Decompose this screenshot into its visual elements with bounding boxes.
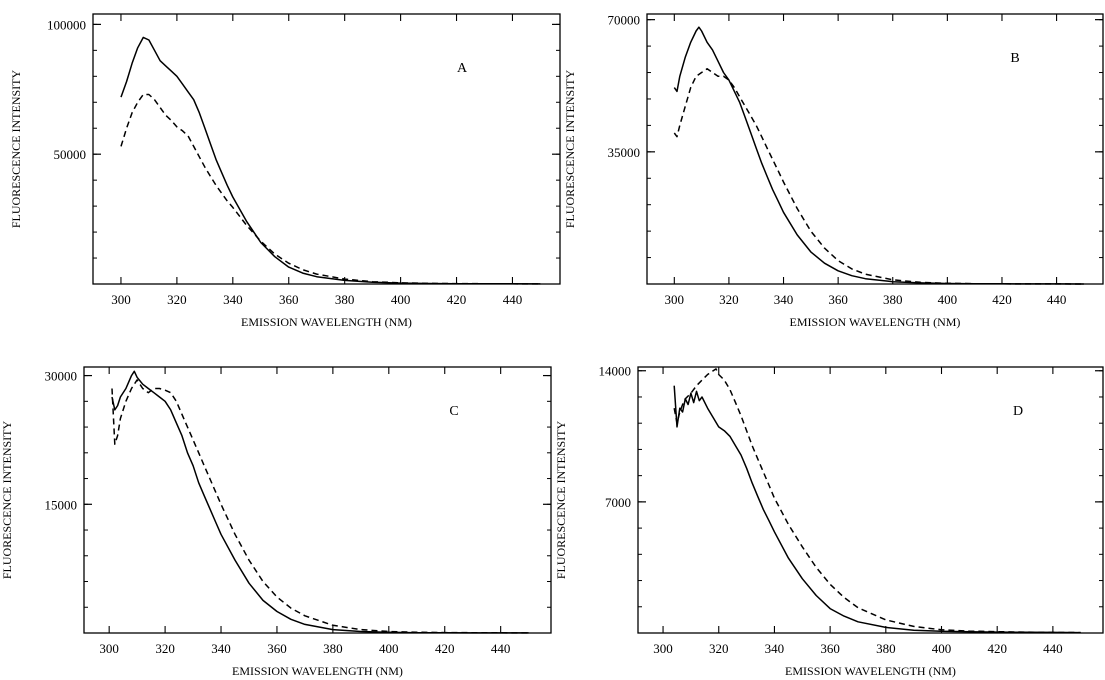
x-tick-label: 420 (992, 292, 1012, 307)
panel-b: 300 320 340 360 380 400 420 440 35000 70000 EMISSI… (563, 13, 1104, 329)
panel-a: 300 320 340 360 380 400 420 440 50000 100000 EMISS… (9, 13, 561, 329)
panel-letter-b: B (1010, 51, 1019, 66)
x-tick-label: 440 (1043, 641, 1063, 656)
x-tick-label: 320 (719, 292, 739, 307)
y-tick-label: 100000 (47, 17, 86, 32)
x-tick-label: 420 (987, 641, 1007, 656)
series-line-solid (673, 385, 1081, 634)
y-tick-label: 30000 (45, 369, 78, 384)
x-tick-label: 360 (820, 641, 840, 656)
panel-letter-a: A (457, 61, 468, 76)
x-tick-label: 380 (323, 641, 343, 656)
x-tick-label: 300 (111, 292, 131, 307)
series-line-dashed (111, 379, 529, 634)
x-axis-title: EMISSION WAVELENGTH (NM) (232, 664, 403, 678)
y-tick-label: 14000 (599, 364, 632, 379)
x-tick-label: 320 (155, 641, 175, 656)
x-tick-label: 380 (876, 641, 896, 656)
x-tick-label: 340 (211, 641, 231, 656)
y-tick-label: 15000 (45, 497, 78, 512)
plot-frame (83, 366, 552, 634)
x-tick-label: 320 (709, 641, 729, 656)
x-tick-label: 400 (391, 292, 411, 307)
y-tick-label: 50000 (54, 147, 87, 162)
x-axis-title: EMISSION WAVELENGTH (NM) (785, 664, 956, 678)
series-line-solid (673, 26, 1084, 285)
series-line-solid (120, 36, 541, 285)
x-tick-label: 380 (335, 292, 355, 307)
x-tick-label: 420 (435, 641, 455, 656)
y-axis-title: FLUORESCENCE INTENSITY (554, 421, 568, 580)
series-line-dashed (120, 93, 541, 285)
x-tick-label: 300 (653, 641, 673, 656)
x-tick-label: 400 (932, 641, 952, 656)
x-tick-label: 400 (379, 641, 399, 656)
x-tick-label: 380 (883, 292, 903, 307)
y-tick-label: 70000 (608, 13, 641, 28)
x-tick-label: 440 (491, 641, 511, 656)
x-tick-label: 340 (774, 292, 794, 307)
x-tick-label: 360 (828, 292, 848, 307)
x-tick-label: 420 (447, 292, 467, 307)
y-axis-title: FLUORESCENCE INTENSITY (9, 70, 23, 229)
y-axis-title: FLUORESCENCE INTENSITY (563, 70, 577, 229)
x-axis-title: EMISSION WAVELENGTH (NM) (790, 315, 961, 329)
y-tick-label: 7000 (605, 495, 631, 510)
plot-frame (637, 366, 1104, 634)
x-tick-label: 400 (938, 292, 958, 307)
x-tick-label: 340 (223, 292, 243, 307)
x-tick-label: 360 (279, 292, 299, 307)
plot-frame (646, 13, 1104, 285)
panel-c: 300 320 340 360 380 400 420 440 15000 30000 EMISSI… (0, 366, 552, 678)
x-tick-label: 300 (665, 292, 685, 307)
panel-letter-d: D (1013, 404, 1023, 419)
panel-d: 300 320 340 360 380 400 420 440 7000 14000 EMISSIO… (554, 364, 1104, 678)
series-line-dashed (673, 68, 1084, 285)
x-tick-label: 340 (765, 641, 785, 656)
y-axis-title: FLUORESCENCE INTENSITY (0, 421, 14, 580)
x-axis-title: EMISSION WAVELENGTH (NM) (241, 315, 412, 329)
x-tick-label: 320 (167, 292, 187, 307)
x-tick-label: 440 (1047, 292, 1067, 307)
x-tick-label: 360 (267, 641, 287, 656)
panel-letter-c: C (449, 404, 458, 419)
x-tick-label: 300 (99, 641, 119, 656)
x-tick-label: 440 (503, 292, 523, 307)
series-line-solid (111, 370, 529, 634)
y-tick-label: 35000 (608, 145, 641, 160)
plot-frame (92, 13, 561, 285)
